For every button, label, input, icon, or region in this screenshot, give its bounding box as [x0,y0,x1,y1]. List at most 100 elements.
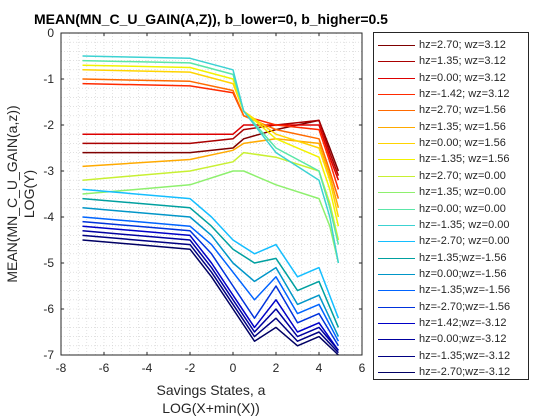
y-tick-label: -1 [43,72,54,86]
series-line-9 [82,151,340,241]
x-tick-label: -6 [99,361,110,375]
series-line-17 [82,220,340,347]
series-line-13 [82,188,340,319]
legend-swatch [378,77,415,79]
legend-item: hz=-2.70;wz=-3.12 [374,364,530,381]
y-tick-label: -5 [43,256,54,270]
series-line-11 [82,59,340,245]
legend-item: hz=-1.35; wz=1.56 [374,151,530,168]
legend-swatch [378,257,415,259]
series-line-12 [82,55,340,264]
legend-label: hz=0.00; wz=0.00 [419,202,506,215]
legend-swatch [378,143,415,145]
series-line-18 [82,225,340,351]
plot-area [61,33,362,355]
legend-label: hz=0.00; wz=3.12 [419,71,506,84]
legend-label: hz=1.35;wz=-1.56 [419,251,507,264]
series-line-21 [82,239,339,356]
legend-label: hz=-1.35; wz=1.56 [419,153,510,166]
legend-item: hz=-2.70; wz=0.00 [374,233,530,250]
x-tick-label: 2 [273,361,280,375]
series-line-4 [82,82,340,190]
legend-item: hz=1.35;wz=-1.56 [374,250,530,267]
legend-label: hz=-2.70; wz=0.00 [419,235,510,248]
legend-item: hz=-1.35; wz=0.00 [374,217,530,234]
legend-swatch [378,241,415,243]
y-tick-label: -7 [43,348,54,362]
x-tick-label: 4 [316,361,323,375]
x-axis-label-line1: Savings States, a [157,382,266,398]
legend-swatch [378,110,415,112]
axes-box [60,32,363,356]
legend-label: hz=-2.70;wz=-3.12 [419,366,511,378]
series-line-19 [82,230,339,351]
y-tick-label: -6 [43,302,54,316]
legend-label: hz=0.00;wz=-3.12 [419,333,507,346]
legend-item: hz=-1.35;wz=-3.12 [374,348,530,365]
series-line-20 [82,234,339,354]
legend-swatch [378,273,415,275]
y-axis-label-line2: LOG(Y) [21,170,37,218]
series-line-2 [82,119,340,176]
legend-swatch [378,355,415,357]
chart-title: MEAN(MN_C_U_GAIN(A,Z)), b_lower=0, b_hig… [34,11,388,27]
series-line-1 [82,119,340,172]
legend-item: hz=0.00; wz=0.00 [374,201,530,218]
series-line-7 [82,69,340,218]
series-group [82,55,340,356]
legend-swatch [378,339,415,341]
legend-item: hz=-1.35;wz=-1.56 [374,282,530,299]
legend-label: hz=0.00; wz=1.56 [419,137,506,150]
legend-item: hz=1.42;wz=-3.12 [374,315,530,332]
legend-label: hz=-1.35;wz=-1.56 [419,284,511,297]
legend-item: hz=0.00; wz=3.12 [374,70,530,87]
legend-item: hz=-2.70;wz=-1.56 [374,299,530,316]
legend-label: hz=2.70; wz=1.56 [419,104,506,117]
legend-swatch [378,290,415,292]
series-line-8 [82,64,340,227]
legend-swatch [378,45,415,46]
legend-swatch [378,126,415,128]
legend-item: hz=0.00;wz=-3.12 [374,331,530,348]
x-tick-label: -2 [185,361,196,375]
legend-swatch [378,322,415,324]
legend-label: hz=2.70; wz=0.00 [419,169,506,182]
legend-label: hz=1.35; wz=1.56 [419,120,506,133]
legend-item: hz=2.70; wz=3.12 [374,37,530,54]
x-tick-label: 6 [359,361,366,375]
series-line-14 [82,197,340,328]
legend-swatch [378,175,415,177]
legend-label: hz=1.42;wz=-3.12 [419,316,507,329]
legend-item: hz=2.70; wz=1.56 [374,102,530,119]
legend-label: hz=2.70; wz=3.12 [419,39,506,51]
legend-label: hz=-1.35;wz=-3.12 [419,349,511,362]
legend-swatch [378,159,415,161]
legend-item: hz=1.35; wz=0.00 [374,184,530,201]
x-tick-label: -4 [142,361,153,375]
legend-item: hz=1.35; wz=1.56 [374,119,530,136]
legend-item: hz=1.35; wz=3.12 [374,53,530,70]
legend-label: hz=-2.70;wz=-1.56 [419,300,511,313]
x-axis-label-line2: LOG(X+min(X)) [162,400,260,416]
y-tick-label: -2 [43,118,54,132]
legend-item: hz=0.00; wz=1.56 [374,135,530,152]
x-tick-label: 0 [230,361,237,375]
y-tick-label: -3 [43,164,54,178]
legend: hz=2.70; wz=3.12 hz=1.35; wz=3.12 hz=0.00;… [373,32,529,380]
legend-label: hz=-1.35; wz=0.00 [419,218,510,231]
series-line-6 [82,138,340,208]
legend-item: hz=0.00;wz=-1.56 [374,266,530,283]
y-axis-label-line1: MEAN(MN_C_U_GAIN(a,z)) [4,105,20,282]
legend-label: hz=1.35; wz=0.00 [419,186,506,199]
legend-item: hz=-1.42; wz=3.12 [374,86,530,103]
series-line-16 [82,216,340,342]
legend-label: hz=0.00;wz=-1.56 [419,267,507,280]
series-line-10 [82,170,340,264]
series-line-15 [82,207,340,337]
y-tick-label: 0 [47,26,54,40]
y-tick-label: -4 [43,210,54,224]
legend-swatch [378,192,415,194]
legend-label: hz=-1.42; wz=3.12 [419,88,510,101]
legend-swatch [378,208,415,210]
legend-swatch [378,372,415,373]
